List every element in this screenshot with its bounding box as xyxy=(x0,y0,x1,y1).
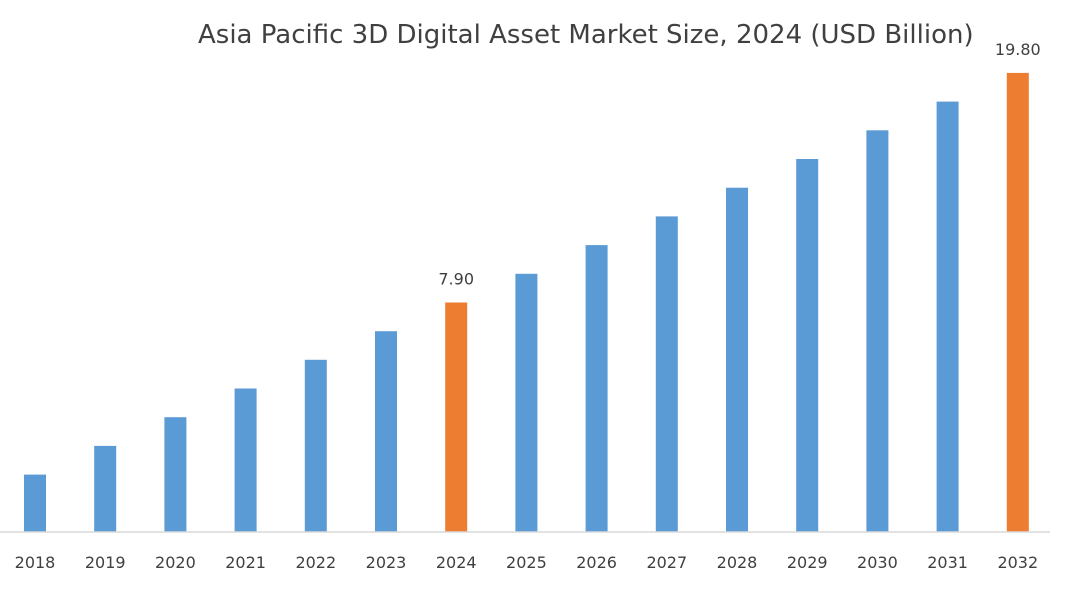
bar-2026 xyxy=(585,245,608,532)
bar-2025 xyxy=(515,273,538,532)
x-tick-label-2031: 2031 xyxy=(927,553,968,572)
bar-2022 xyxy=(304,359,327,532)
x-tick-label-2022: 2022 xyxy=(295,553,336,572)
x-tick-label-2028: 2028 xyxy=(717,553,758,572)
x-tick-label-2026: 2026 xyxy=(576,553,617,572)
data-labels-layer: 7.90 19.80 xyxy=(438,40,1040,289)
x-tick-label-2032: 2032 xyxy=(997,553,1038,572)
x-tick-label-2019: 2019 xyxy=(85,553,126,572)
bar-2018 xyxy=(24,474,46,532)
data-label-2024: 7.90 xyxy=(438,270,474,289)
x-tick-label-2018: 2018 xyxy=(15,553,56,572)
bar-2020 xyxy=(164,417,187,532)
x-tick-label-2025: 2025 xyxy=(506,553,547,572)
bar-2027 xyxy=(655,216,678,532)
x-tick-label-2030: 2030 xyxy=(857,553,898,572)
bar-2029 xyxy=(796,159,819,532)
bar-2021 xyxy=(234,388,257,532)
bar-2032 xyxy=(1006,72,1029,533)
x-tick-label-2021: 2021 xyxy=(225,553,266,572)
x-tick-label-2020: 2020 xyxy=(155,553,196,572)
bar-2028 xyxy=(726,187,748,532)
bars-layer xyxy=(24,72,1029,533)
x-tick-labels-layer: 2018 2019 2020 2021 2022 2023 2024 2025 2026 2027… xyxy=(15,553,1039,572)
bar-2024 xyxy=(445,302,468,532)
bar-2023 xyxy=(375,331,397,532)
x-tick-label-2027: 2027 xyxy=(646,553,687,572)
bar-2030 xyxy=(866,130,889,533)
x-tick-label-2029: 2029 xyxy=(787,553,828,572)
bar-2019 xyxy=(94,445,117,532)
chart-title: Asia Pacific 3D Digital Asset Market Siz… xyxy=(198,20,974,50)
x-tick-label-2024: 2024 xyxy=(436,553,477,572)
data-label-2032: 19.80 xyxy=(995,40,1041,59)
x-tick-label-2023: 2023 xyxy=(366,553,407,572)
bar-2031 xyxy=(936,101,959,532)
